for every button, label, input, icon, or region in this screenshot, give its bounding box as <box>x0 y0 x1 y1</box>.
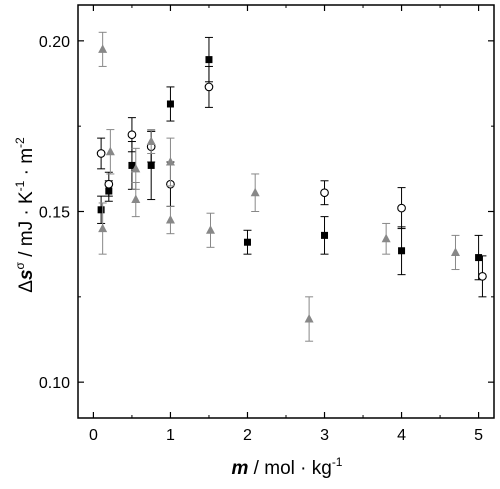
y-axis-title-exp-b: -2 <box>13 137 27 148</box>
data-point-series-1 <box>97 195 106 224</box>
data-point-series-2 <box>397 187 406 230</box>
data-point-series-1 <box>243 229 252 255</box>
data-point-series-2 <box>204 65 214 108</box>
y-axis-title-unit-a: / mJ · K <box>16 191 37 262</box>
data-point-series-2 <box>320 180 329 206</box>
data-point-series-1 <box>166 86 175 122</box>
y-axis-title-delta: Δ <box>16 280 37 293</box>
data-point-series-3 <box>206 212 216 248</box>
marker-square <box>321 231 329 239</box>
marker-circle <box>320 188 329 198</box>
marker-triangle <box>381 233 391 243</box>
marker-square <box>97 206 105 214</box>
y-tick-label: 0.20 <box>39 34 70 51</box>
data-point-series-2 <box>478 255 487 298</box>
axis-ticks: 0 1 2 3 4 5 0.10 0.15 0.20 <box>39 5 494 444</box>
marker-triangle <box>146 136 156 146</box>
marker-square <box>398 247 406 255</box>
y-axis-title-unit-b: · m <box>16 148 37 181</box>
y-tick-label: 0.10 <box>39 375 70 392</box>
data-point-series-3 <box>165 137 175 187</box>
y-axis-title: Δsσ / mJ · K-1 · m-2 <box>13 137 37 293</box>
marker-circle <box>104 179 114 189</box>
data-point-series-3 <box>146 129 156 154</box>
y-axis-title-sup: σ <box>13 261 27 269</box>
marker-triangle <box>206 225 216 234</box>
data-point-series-3 <box>381 222 391 255</box>
marker-triangle <box>304 314 314 323</box>
x-axis-title-unit-a: / mol · kg <box>248 458 331 479</box>
plot-frame <box>77 4 495 419</box>
x-tick-label: 0 <box>89 427 98 444</box>
data-point-series-3 <box>450 234 460 271</box>
x-tick-label: 3 <box>320 427 329 444</box>
data-point-series-3 <box>131 181 141 218</box>
data-point-series-2 <box>96 137 106 170</box>
marker-square <box>128 161 136 169</box>
marker-triangle <box>105 146 115 156</box>
x-tick-label: 5 <box>474 427 483 444</box>
marker-circle <box>478 272 487 281</box>
marker-triangle <box>98 223 108 233</box>
marker-triangle <box>98 44 108 53</box>
marker-square <box>475 254 483 262</box>
marker-triangle <box>131 163 141 173</box>
x-axis-title-symbol: m <box>232 458 249 479</box>
marker-square <box>147 161 155 169</box>
marker-triangle <box>165 215 175 224</box>
data-point-series-2 <box>104 171 114 197</box>
data-point-series-3 <box>250 173 260 212</box>
marker-triangle <box>450 247 460 256</box>
marker-square <box>166 100 174 108</box>
marker-triangle <box>165 157 175 166</box>
chart-marks <box>96 31 487 342</box>
marker-circle <box>397 203 406 213</box>
marker-triangle <box>131 194 141 204</box>
data-point-series-2 <box>127 117 137 153</box>
x-axis-title-exp-a: -1 <box>332 455 343 469</box>
marker-square <box>243 238 251 246</box>
y-axis-title-exp-a: -1 <box>13 180 27 191</box>
marker-circle <box>127 130 137 140</box>
x-tick-label: 4 <box>397 427 406 444</box>
y-tick-label: 0.15 <box>39 205 70 222</box>
marker-triangle <box>250 187 260 197</box>
marker-circle <box>96 149 106 158</box>
x-axis-title: m / mol · kg-1 <box>232 455 343 479</box>
y-axis-title-symbol: s <box>16 269 37 280</box>
marker-square <box>205 56 213 64</box>
data-point-series-3 <box>165 205 175 235</box>
data-point-series-3 <box>105 129 115 175</box>
data-point-series-3 <box>98 202 108 255</box>
data-point-series-3 <box>304 296 314 342</box>
x-tick-label: 2 <box>243 427 252 444</box>
x-tick-label: 1 <box>166 427 175 444</box>
data-point-series-1 <box>397 226 406 276</box>
data-point-series-3 <box>98 31 108 67</box>
data-point-series-1 <box>320 216 329 255</box>
marker-circle <box>204 82 214 92</box>
